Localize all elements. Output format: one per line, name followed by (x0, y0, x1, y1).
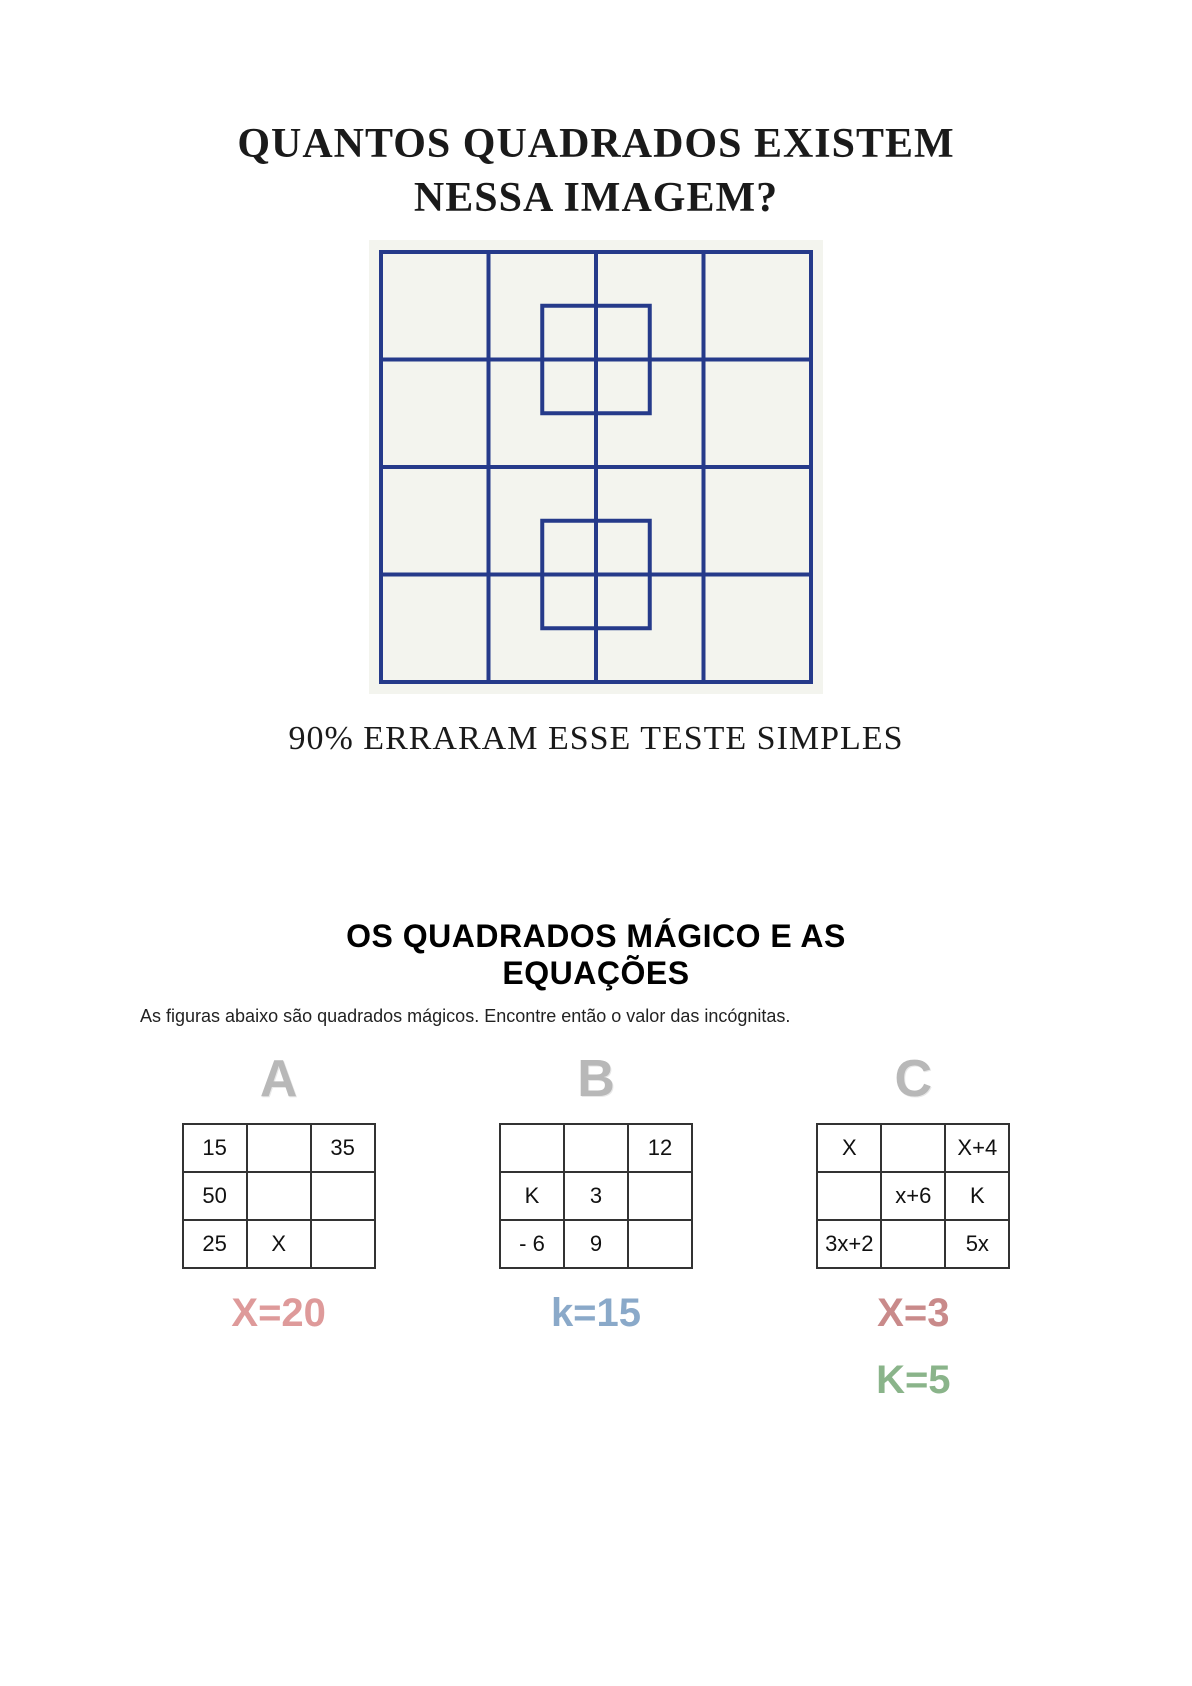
magic-square-letter: A (260, 1049, 298, 1109)
magic-square-cell: 3x+2 (817, 1220, 881, 1268)
magic-square-cell: 3 (564, 1172, 628, 1220)
magic-square-cell: 12 (628, 1124, 692, 1172)
magic-square-grid: X X+4x+6K 3x+2 5x (816, 1123, 1010, 1269)
magic-square-answer: X=3 (877, 1291, 949, 1336)
magic-square-cell: 25 (183, 1220, 247, 1268)
magic-square-column: CX X+4x+6K 3x+2 5x X=3 K=5 (775, 1049, 1052, 1403)
magic-square-cell (564, 1124, 628, 1172)
magic-square-cell: - 6 (500, 1220, 564, 1268)
magic-square-cell (311, 1220, 375, 1268)
magic-square-cell (247, 1172, 311, 1220)
magic-square-answer: k=15 (551, 1291, 641, 1336)
section2-title-line2: EQUAÇÕES (140, 955, 1052, 992)
magic-square-letter: C (895, 1049, 933, 1109)
puzzle1-title-line2: NESSA IMAGEM? (140, 174, 1052, 222)
magic-square-answer: X=20 (231, 1291, 326, 1336)
magic-square-cell: 35 (311, 1124, 375, 1172)
magic-square-cell (881, 1124, 945, 1172)
magic-square-cell (500, 1124, 564, 1172)
magic-square-grid: 12 K3- 69 (499, 1123, 693, 1269)
magic-square-cell: X (817, 1124, 881, 1172)
magic-square-column: B 12 K3- 69 k=15 (457, 1049, 734, 1403)
page: QUANTOS QUADRADOS EXISTEM NESSA IMAGEM? … (0, 0, 1192, 1686)
magic-square-cell (247, 1124, 311, 1172)
squares-grid-figure (369, 240, 823, 694)
magic-square-cell: X (247, 1220, 311, 1268)
magic-square-answer: K=5 (876, 1358, 951, 1403)
magic-square-cell (881, 1220, 945, 1268)
magic-square-grid: 15 35 5025X (182, 1123, 376, 1269)
magic-square-cell (628, 1220, 692, 1268)
magic-squares-section: OS QUADRADOS MÁGICO E AS EQUAÇÕES As fig… (140, 918, 1052, 1403)
magic-square-cell: K (945, 1172, 1009, 1220)
magic-square-cell: 50 (183, 1172, 247, 1220)
puzzle1-subtitle: 90% ERRARAM ESSE TESTE SIMPLES (140, 720, 1052, 758)
magic-square-cell (628, 1172, 692, 1220)
magic-squares-triptych: A15355025XX=20B12K3- 69k=15CXX+4x+6K3x+2… (140, 1049, 1052, 1403)
magic-square-cell: 15 (183, 1124, 247, 1172)
magic-square-cell: 9 (564, 1220, 628, 1268)
magic-square-letter: B (577, 1049, 615, 1109)
magic-square-cell (311, 1172, 375, 1220)
magic-square-cell (817, 1172, 881, 1220)
magic-square-cell: K (500, 1172, 564, 1220)
section2-title-line1: OS QUADRADOS MÁGICO E AS (140, 918, 1052, 955)
puzzle1-title-line1: QUANTOS QUADRADOS EXISTEM (140, 120, 1052, 168)
magic-square-cell: x+6 (881, 1172, 945, 1220)
magic-square-cell: 5x (945, 1220, 1009, 1268)
magic-square-cell: X+4 (945, 1124, 1009, 1172)
magic-square-column: A 15 35 5025X X=20 (140, 1049, 417, 1403)
section2-description: As figuras abaixo são quadrados mágicos.… (140, 1006, 1052, 1027)
grid-puzzle-wrapper (140, 240, 1052, 694)
